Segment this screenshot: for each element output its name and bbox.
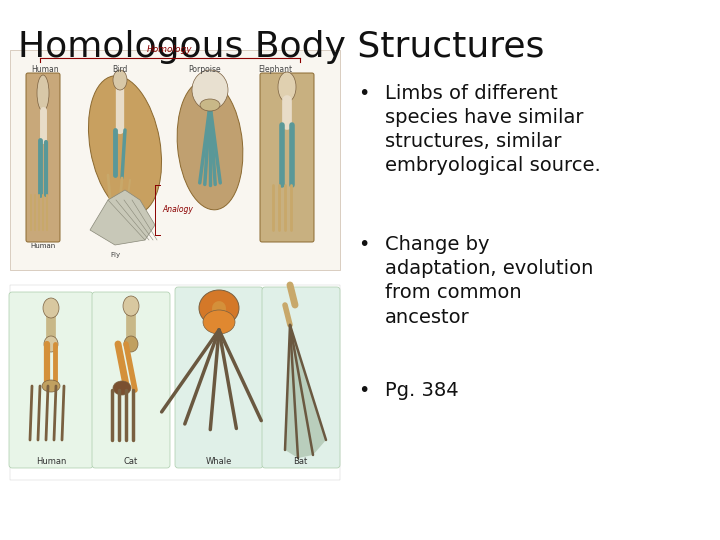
Text: •: • (358, 84, 369, 103)
Ellipse shape (113, 70, 127, 90)
Text: Bat: Bat (293, 457, 307, 466)
FancyBboxPatch shape (92, 292, 170, 468)
Ellipse shape (37, 75, 49, 111)
Text: Homology: Homology (147, 45, 193, 54)
Ellipse shape (113, 381, 131, 395)
Polygon shape (90, 190, 155, 245)
Polygon shape (285, 325, 298, 458)
Text: Porpoise: Porpoise (189, 65, 221, 74)
FancyBboxPatch shape (10, 50, 340, 270)
FancyBboxPatch shape (260, 73, 314, 242)
Ellipse shape (200, 99, 220, 111)
Polygon shape (290, 325, 313, 458)
Text: Bird: Bird (112, 65, 127, 74)
FancyBboxPatch shape (262, 287, 340, 468)
Text: Fly: Fly (110, 252, 120, 258)
FancyBboxPatch shape (9, 292, 93, 468)
Ellipse shape (44, 336, 58, 352)
Text: Analogy: Analogy (162, 206, 193, 214)
Ellipse shape (203, 310, 235, 334)
Text: •: • (358, 235, 369, 254)
Ellipse shape (89, 76, 161, 214)
Ellipse shape (124, 336, 138, 352)
Text: Elephant: Elephant (258, 65, 292, 74)
Text: Human: Human (30, 243, 55, 249)
Text: •: • (358, 381, 369, 400)
Text: Change by
adaptation, evolution
from common
ancestor: Change by adaptation, evolution from com… (385, 235, 593, 327)
FancyBboxPatch shape (10, 285, 340, 480)
Text: Human: Human (31, 65, 59, 74)
Text: Homologous Body Structures: Homologous Body Structures (18, 30, 544, 64)
Ellipse shape (199, 290, 239, 326)
Polygon shape (290, 325, 326, 455)
Text: Cat: Cat (124, 457, 138, 466)
FancyBboxPatch shape (26, 73, 60, 242)
Text: Whale: Whale (206, 457, 232, 466)
Text: Limbs of different
species have similar
structures, similar
embryological source: Limbs of different species have similar … (385, 84, 601, 176)
Ellipse shape (278, 72, 296, 102)
Ellipse shape (43, 298, 59, 318)
Ellipse shape (177, 80, 243, 210)
Text: Human: Human (36, 457, 66, 466)
FancyBboxPatch shape (175, 287, 263, 468)
Text: Pg. 384: Pg. 384 (385, 381, 459, 400)
Ellipse shape (192, 70, 228, 110)
Ellipse shape (42, 380, 60, 392)
Ellipse shape (123, 296, 139, 316)
